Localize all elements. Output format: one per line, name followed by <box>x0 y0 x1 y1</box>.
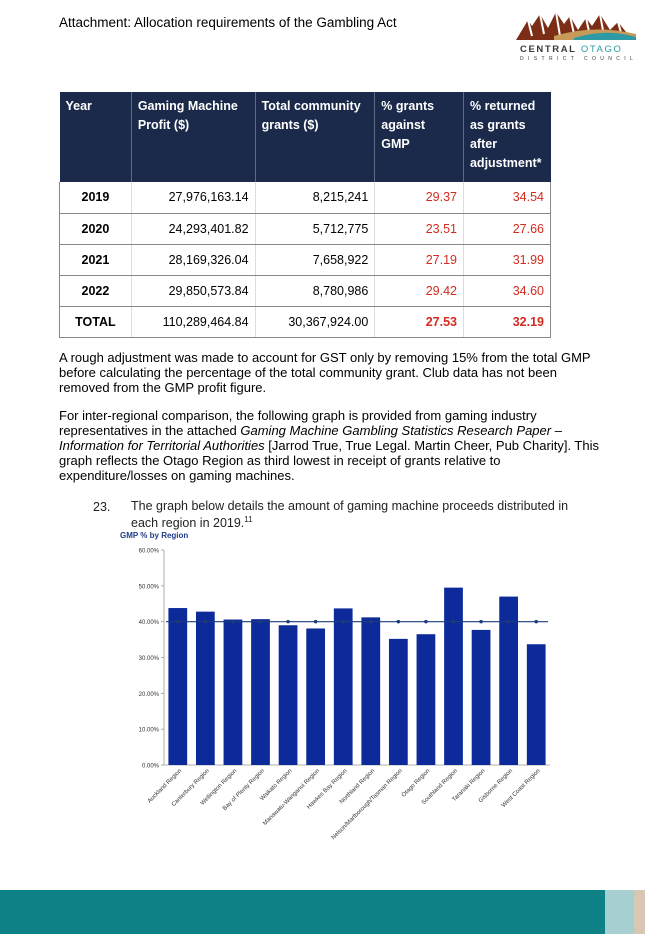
y-tick-label: 0.00% <box>142 764 160 770</box>
bar-1 <box>168 608 188 765</box>
col-header-grants: Total community grants ($) <box>255 92 376 182</box>
cell-grants: 5,712,775 <box>255 213 376 245</box>
cell-pct-grants: 29.37 <box>374 182 464 214</box>
chart-title: GMP % by Region <box>120 531 188 540</box>
bar-12 <box>471 629 491 765</box>
y-tick-label: 40.00% <box>139 620 160 626</box>
average-point-8 <box>368 619 373 624</box>
y-tick-label: 60.00% <box>139 549 160 555</box>
average-point-12 <box>479 619 483 624</box>
footer-bar <box>0 890 605 934</box>
cell-grants: 8,780,986 <box>255 275 376 307</box>
y-tick-label: 10.00% <box>139 728 160 734</box>
cell-gmp: 27,976,163.14 <box>131 182 256 214</box>
cell-pct-returned: 34.60 <box>463 275 552 307</box>
page-header-title: Attachment: Allocation requirements of t… <box>59 15 397 30</box>
x-tick-label: Otago Region <box>401 768 431 798</box>
council-logo: CENTRAL OTAGO DISTRICT COUNCIL <box>514 6 642 64</box>
average-point-6 <box>313 619 318 624</box>
cell-pct-grants: 27.19 <box>374 244 464 276</box>
average-point-10 <box>424 619 428 624</box>
figure-caption: The graph below details the amount of ga… <box>131 499 569 531</box>
cell-year: 2021 <box>59 244 132 276</box>
average-point-7 <box>341 619 346 624</box>
bar-11 <box>444 587 463 765</box>
gmp-region-chart: GMP % by Region 0.00% 10.00% 20.00% 30.00% 40… <box>120 531 550 841</box>
mountains-logo-icon <box>516 11 636 40</box>
cell-pct-grants: 23.51 <box>374 213 464 245</box>
cell-grants: 7,658,922 <box>255 244 376 276</box>
cell-pct-grants: 27.53 <box>374 306 464 338</box>
cell-gmp: 29,850,573.84 <box>131 275 256 307</box>
average-point-5 <box>286 619 290 624</box>
footer-accent <box>605 890 634 934</box>
y-tick-label: 50.00% <box>139 584 160 590</box>
table-row: 2022 29,850,573.84 8,780,986 29.42 34.60 <box>59 275 552 307</box>
cell-pct-returned: 31.99 <box>463 244 552 276</box>
col-header-year: Year <box>59 92 132 182</box>
logo-text-main: CENTRAL OTAGO <box>520 44 623 55</box>
cell-gmp: 110,289,464.84 <box>131 306 256 338</box>
bar-9 <box>388 638 408 765</box>
bar-10 <box>416 634 436 765</box>
cell-pct-returned: 32.19 <box>463 306 552 338</box>
average-point-14 <box>534 619 539 624</box>
bar-8 <box>361 617 381 765</box>
report-title: Gaming Machine Gambling Statistics Resea… <box>59 423 562 453</box>
bar-14 <box>526 644 546 765</box>
y-tick-label: 30.00% <box>139 656 160 662</box>
cell-grants: 8,215,241 <box>255 182 376 214</box>
cell-year: TOTAL <box>59 306 132 338</box>
cell-gmp: 24,293,401.82 <box>131 213 256 245</box>
col-header-pct-grants: % grants against GMP <box>374 92 464 182</box>
col-header-pct-returned: % returned as grants after adjustment* <box>463 92 551 182</box>
bar-13 <box>499 596 519 765</box>
bar-4 <box>251 619 270 765</box>
x-tick-label: Manawatu-Wanganui Region <box>262 768 321 827</box>
table-row-total: TOTAL 110,289,464.84 30,367,924.00 27.53… <box>59 306 552 338</box>
cell-pct-grants: 29.42 <box>374 275 464 307</box>
table-row: 2021 28,169,326.04 7,658,922 27.19 31.99 <box>59 244 552 276</box>
comparison-paragraph: For inter-regional comparison, the follo… <box>59 408 599 483</box>
average-point-4 <box>258 619 263 624</box>
average-point-13 <box>506 619 511 624</box>
cell-gmp: 28,169,326.04 <box>131 244 256 276</box>
average-point-2 <box>203 619 208 624</box>
bar-7 <box>333 608 353 765</box>
footnote-ref: 11 <box>244 515 253 524</box>
cell-year: 2019 <box>59 182 132 214</box>
average-point-9 <box>396 619 401 624</box>
allocation-table: Year Gaming Machine Profit ($) Total com… <box>59 92 552 338</box>
cell-year: 2020 <box>59 213 132 245</box>
figure-number: 23. <box>93 500 111 514</box>
average-point-3 <box>231 619 235 624</box>
average-point-1 <box>175 619 180 624</box>
cell-grants: 30,367,924.00 <box>255 306 376 338</box>
bar-5 <box>278 625 298 765</box>
logo-text-sub: DISTRICT COUNCIL <box>520 56 638 62</box>
cell-pct-returned: 27.66 <box>463 213 552 245</box>
gst-adjustment-paragraph: A rough adjustment was made to account f… <box>59 350 591 395</box>
table-row: 2020 24,293,401.82 5,712,775 23.51 27.66 <box>59 213 552 245</box>
bar-3 <box>223 619 243 765</box>
col-header-gmp: Gaming Machine Profit ($) <box>131 92 256 182</box>
y-tick-label: 20.00% <box>139 692 160 698</box>
table-row: 2019 27,976,163.14 8,215,241 29.37 34.54 <box>59 182 552 214</box>
bar-6 <box>306 628 326 765</box>
average-point-11 <box>451 619 456 624</box>
bar-2 <box>195 611 215 765</box>
cell-year: 2022 <box>59 275 132 307</box>
cell-pct-returned: 34.54 <box>463 182 552 214</box>
footer-edge <box>634 890 645 934</box>
